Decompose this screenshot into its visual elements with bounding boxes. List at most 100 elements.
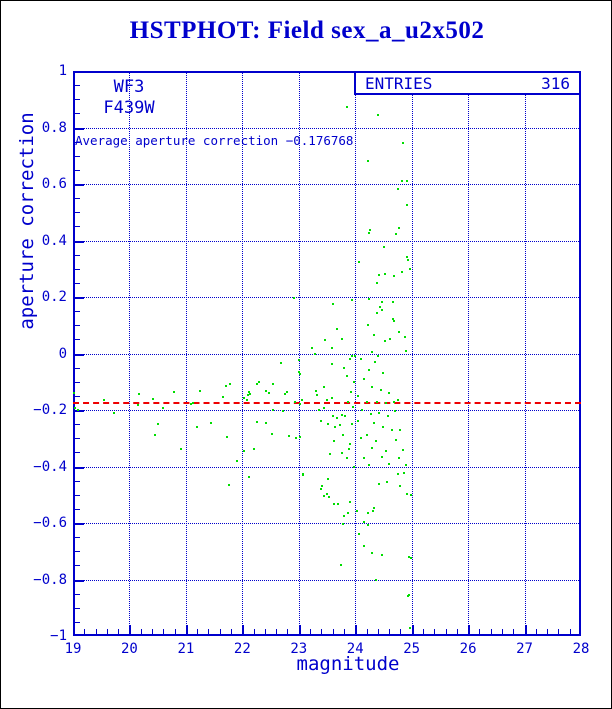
data-point bbox=[195, 425, 198, 428]
entries-value: 316 bbox=[541, 73, 570, 93]
x-minor-tick bbox=[321, 629, 323, 634]
data-point bbox=[321, 484, 324, 487]
data-point bbox=[342, 366, 345, 369]
data-point bbox=[408, 268, 411, 271]
y-major-tick bbox=[75, 240, 84, 243]
data-point bbox=[403, 471, 406, 474]
average-correction-label: Average aperture correction −0.176768 bbox=[75, 133, 354, 148]
data-point bbox=[191, 401, 194, 404]
data-point bbox=[405, 493, 408, 496]
data-point bbox=[228, 484, 231, 487]
data-point bbox=[311, 347, 314, 350]
data-point bbox=[376, 311, 379, 314]
data-point bbox=[386, 414, 389, 417]
x-minor-tick bbox=[422, 629, 424, 634]
data-point bbox=[333, 440, 336, 443]
y-minor-tick bbox=[75, 282, 80, 284]
data-point bbox=[372, 507, 375, 510]
data-point bbox=[366, 324, 369, 327]
data-point bbox=[189, 402, 192, 405]
detector-label: WF3 bbox=[113, 77, 145, 97]
x-major-tick bbox=[524, 625, 527, 634]
data-point bbox=[268, 391, 271, 394]
data-point bbox=[351, 406, 354, 409]
data-point bbox=[349, 390, 352, 393]
data-point bbox=[162, 407, 165, 410]
data-point bbox=[368, 297, 371, 300]
x-major-tick bbox=[298, 625, 301, 634]
data-point bbox=[400, 271, 403, 274]
data-point bbox=[249, 392, 252, 395]
data-point bbox=[365, 400, 368, 403]
gridline-horizontal bbox=[73, 466, 581, 468]
data-point bbox=[370, 551, 373, 554]
y-minor-tick bbox=[75, 537, 80, 539]
data-point bbox=[248, 475, 251, 478]
data-point bbox=[377, 483, 380, 486]
data-point bbox=[347, 511, 350, 514]
data-point bbox=[398, 484, 401, 487]
y-minor-tick bbox=[75, 551, 80, 553]
data-point bbox=[326, 399, 328, 402]
y-major-tick bbox=[75, 127, 84, 130]
y-minor-tick bbox=[75, 212, 80, 214]
x-minor-tick bbox=[287, 629, 289, 634]
y-major-tick bbox=[75, 579, 84, 582]
x-minor-tick bbox=[106, 629, 108, 634]
data-point bbox=[350, 423, 353, 426]
average-reference-line bbox=[73, 402, 581, 405]
data-point bbox=[377, 273, 380, 276]
gridline-horizontal bbox=[73, 353, 581, 355]
x-minor-tick bbox=[456, 629, 458, 634]
data-point bbox=[371, 510, 374, 513]
data-point bbox=[76, 409, 79, 412]
data-point bbox=[359, 358, 362, 361]
data-point bbox=[152, 397, 155, 400]
data-point bbox=[392, 275, 395, 278]
x-minor-tick bbox=[513, 629, 515, 634]
x-minor-tick bbox=[332, 629, 334, 634]
data-point bbox=[138, 393, 141, 396]
gridline-horizontal bbox=[73, 184, 581, 185]
x-axis-label: magnitude bbox=[296, 653, 400, 675]
data-point bbox=[404, 336, 407, 339]
y-minor-tick bbox=[75, 367, 80, 369]
data-point bbox=[224, 384, 227, 387]
data-point bbox=[335, 416, 338, 419]
data-point bbox=[381, 301, 384, 304]
data-point bbox=[243, 449, 246, 452]
data-point bbox=[398, 331, 401, 334]
data-point bbox=[356, 510, 359, 513]
gridline-horizontal bbox=[73, 410, 581, 411]
y-minor-tick bbox=[75, 438, 80, 440]
x-minor-tick bbox=[479, 629, 481, 634]
data-point bbox=[272, 383, 275, 386]
y-tick-label: 0.8 bbox=[41, 119, 67, 136]
data-point bbox=[376, 281, 379, 284]
data-point bbox=[235, 459, 238, 462]
data-point bbox=[408, 594, 411, 597]
data-point bbox=[359, 437, 362, 440]
data-point bbox=[340, 414, 343, 417]
data-point bbox=[74, 407, 77, 410]
data-point bbox=[297, 370, 300, 373]
data-point bbox=[341, 434, 344, 437]
data-point bbox=[376, 114, 379, 117]
y-minor-tick bbox=[75, 99, 80, 101]
data-point bbox=[281, 410, 284, 413]
data-point bbox=[103, 399, 106, 402]
y-minor-tick bbox=[75, 508, 80, 510]
y-minor-tick bbox=[75, 85, 80, 87]
x-major-tick bbox=[242, 625, 245, 634]
data-point bbox=[382, 372, 385, 375]
x-tick-label: 24 bbox=[346, 641, 364, 657]
data-point bbox=[314, 390, 317, 393]
data-point bbox=[365, 434, 368, 437]
data-point bbox=[316, 394, 319, 397]
data-point bbox=[374, 579, 377, 582]
x-minor-tick bbox=[569, 629, 571, 634]
data-point bbox=[354, 355, 357, 358]
y-minor-tick bbox=[75, 198, 80, 200]
data-point bbox=[333, 503, 336, 506]
